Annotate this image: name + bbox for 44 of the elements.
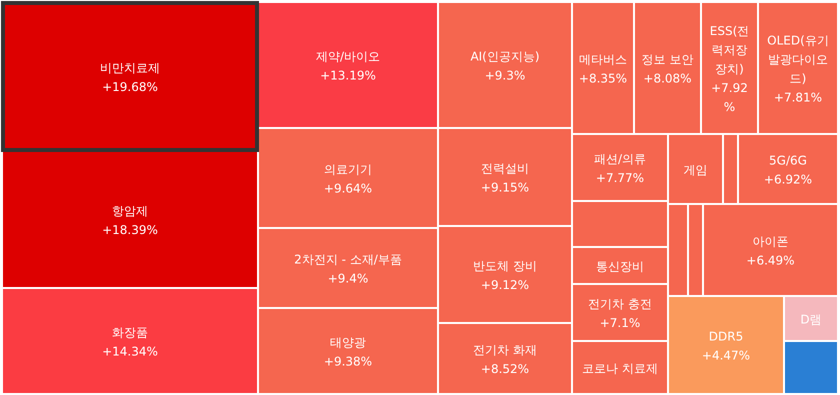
- data-label: +14.34%: [102, 344, 158, 358]
- data-label: +9.38%: [324, 354, 372, 368]
- data-label: +8.08%: [643, 72, 692, 86]
- category-label: AI(인공지능): [470, 50, 540, 64]
- data-label: +7.81%: [774, 90, 822, 104]
- category-label: 아이폰: [752, 234, 788, 248]
- data-label: +9.64%: [324, 182, 372, 196]
- category-label: 화장품: [112, 326, 148, 340]
- data-label: +7.77%: [596, 171, 644, 185]
- category-label: 코로나 치료제: [582, 362, 658, 376]
- data-label: +6.92%: [764, 172, 812, 186]
- data-label: +19.68%: [102, 80, 158, 94]
- category-label: DDR5: [708, 330, 744, 344]
- category-label: OLED(유기발광다이오드): [767, 34, 829, 86]
- category-label: 태양광: [330, 336, 366, 350]
- category-label: 의료기기: [324, 162, 372, 176]
- category-label: 패션/의류: [594, 152, 646, 166]
- category-label: 게임: [684, 163, 708, 177]
- data-label: +18.39%: [102, 223, 158, 237]
- data-label: +8.52%: [480, 362, 530, 376]
- category-label: 전력설비: [481, 162, 529, 176]
- data-label: +7.92%: [711, 81, 748, 114]
- category-label: 비만치료제: [100, 61, 160, 75]
- category-label: D램: [800, 312, 822, 326]
- category-label: 5G/6G: [769, 154, 807, 168]
- category-label: 메타버스: [579, 52, 627, 66]
- category-label: 전기차 화재: [473, 343, 537, 357]
- category-label: 반도체 장비: [473, 259, 537, 273]
- category-label: 제약/바이오: [316, 50, 380, 64]
- data-label: +6.49%: [746, 254, 795, 268]
- data-label: +9.3%: [484, 68, 526, 82]
- category-label: 항암제: [112, 204, 148, 218]
- data-label: +9.15%: [480, 180, 530, 194]
- category-label: ESS(전력저장장치): [710, 24, 750, 76]
- data-label: +4.47%: [702, 348, 750, 362]
- category-label: 통신장비: [596, 260, 644, 274]
- category-label: 전기차 충전: [588, 297, 652, 311]
- category-label: 2차전지 - 소재/부품: [294, 252, 402, 266]
- data-label: +9.4%: [328, 272, 368, 286]
- data-label: +13.19%: [320, 68, 376, 82]
- category-label: 정보 보안: [642, 52, 694, 66]
- data-label: +8.35%: [578, 72, 628, 86]
- data-label: +7.1%: [600, 316, 640, 330]
- data-label: +9.12%: [480, 278, 530, 292]
